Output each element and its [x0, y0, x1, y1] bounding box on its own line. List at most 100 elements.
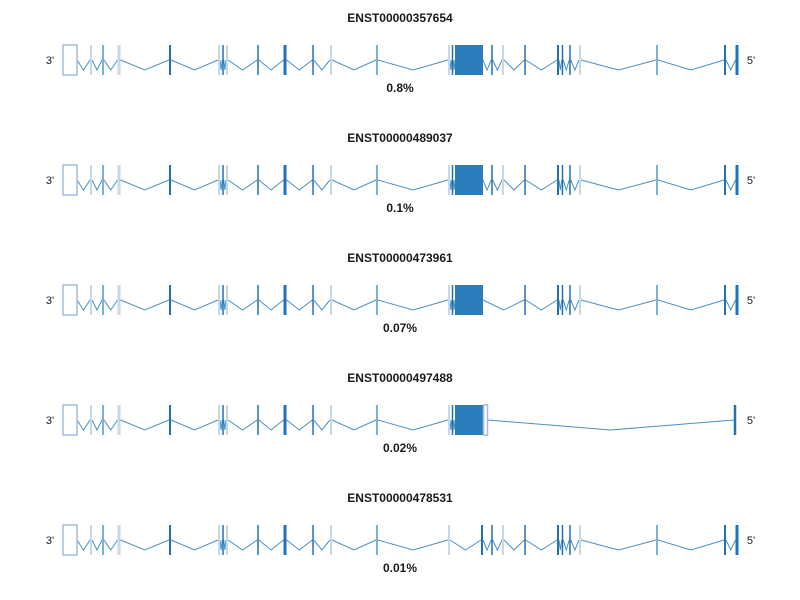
exon-tick	[448, 405, 450, 435]
transcript-track: ENST00000478531 3' 5' 0.01%	[0, 480, 800, 600]
exon-tick	[218, 405, 220, 435]
exon-tick	[502, 525, 504, 555]
exon-tick	[724, 165, 726, 195]
exon-tick	[222, 165, 224, 195]
exon-tick	[502, 165, 504, 195]
exon-tick	[169, 525, 171, 555]
exon-tick	[90, 525, 92, 555]
exon-tick	[735, 45, 739, 75]
three-prime-label: 3'	[46, 295, 54, 307]
exon-tick	[376, 45, 378, 75]
exon-tick	[376, 525, 378, 555]
transcript-svg: ENST00000478531 3' 5' 0.01%	[46, 491, 755, 575]
exon-tick	[724, 285, 726, 315]
transcript-svg: ENST00000473961 3' 5' 0.07%	[46, 251, 755, 335]
exon-tick	[169, 165, 171, 195]
exon-tick	[218, 525, 220, 555]
percentage-label: 0.07%	[383, 321, 417, 335]
percentage-label: 0.1%	[386, 201, 414, 215]
exon-open-box	[482, 404, 489, 436]
exon-tick	[330, 405, 332, 435]
percentage-label: 0.01%	[383, 561, 417, 575]
transcript-title: ENST00000497488	[347, 371, 453, 385]
exon-tick	[102, 405, 104, 435]
exon-tick	[257, 525, 259, 555]
transcript-track: ENST00000473961 3' 5' 0.07%	[0, 240, 800, 360]
three-prime-label: 3'	[46, 415, 54, 427]
exon-tick	[557, 285, 559, 315]
transcript-track: ENST00000357654 3' 5' 0.8%	[0, 0, 800, 120]
exon-tick	[226, 525, 228, 555]
intron-line	[76, 299, 736, 312]
exon-tick	[312, 45, 314, 75]
exon-tick	[330, 285, 332, 315]
exon-tick	[218, 285, 220, 315]
five-prime-label: 5'	[747, 55, 755, 67]
exon-open-box	[62, 44, 78, 76]
percentage-label: 0.8%	[386, 81, 414, 95]
five-prime-label: 5'	[747, 175, 755, 187]
transcript-track: ENST00000489037 3' 5' 0.1%	[0, 120, 800, 240]
exon-tick	[451, 165, 454, 195]
transcript-model	[62, 524, 739, 556]
exon-tick	[491, 525, 493, 555]
exon-cds-box	[455, 45, 483, 75]
exon-tick	[524, 525, 526, 555]
exon-tick	[376, 405, 378, 435]
exon-tick	[90, 405, 92, 435]
exon-tick	[451, 45, 454, 75]
exon-tick	[283, 165, 287, 195]
exon-tick	[218, 165, 220, 195]
exon-tick	[561, 285, 564, 315]
transcript-title: ENST00000473961	[347, 251, 453, 265]
exon-open-box	[62, 524, 78, 556]
exon-tick	[222, 405, 224, 435]
exon-tick	[656, 165, 658, 195]
exon-tick	[257, 165, 259, 195]
exon-cds-box	[455, 165, 483, 195]
exon-tick	[222, 45, 224, 75]
exon-tick	[169, 285, 171, 315]
exon-tick	[557, 45, 559, 75]
exon-open-box	[62, 284, 78, 316]
exon-open-box	[62, 164, 78, 196]
exon-tick	[376, 285, 378, 315]
exon-cds-box	[455, 405, 483, 435]
exon-tick	[218, 45, 220, 75]
exon-tick	[451, 405, 454, 435]
transcript-track: ENST00000497488 3' 5' 0.02%	[0, 360, 800, 480]
exon-tick	[524, 285, 526, 315]
exon-tick	[491, 165, 493, 195]
exon-tick	[257, 285, 259, 315]
transcript-title: ENST00000478531	[347, 491, 453, 505]
exon-tick	[222, 285, 224, 315]
exon-tick	[491, 45, 493, 75]
exon-tick	[448, 45, 450, 75]
exon-tick	[117, 165, 121, 195]
transcript-svg: ENST00000357654 3' 5' 0.8%	[46, 11, 755, 95]
exon-tick	[283, 45, 287, 75]
exon-tick	[312, 525, 314, 555]
exon-tick	[569, 525, 571, 555]
exon-tick	[117, 45, 121, 75]
exon-tick	[312, 285, 314, 315]
exon-tick	[226, 405, 228, 435]
exon-tick	[579, 285, 581, 315]
exon-tick	[502, 45, 504, 75]
exon-tick	[169, 45, 171, 75]
intron-line	[76, 179, 736, 192]
transcript-model	[62, 404, 737, 436]
intron-line	[76, 59, 736, 72]
transcript-title: ENST00000357654	[347, 11, 453, 25]
exon-tick	[102, 45, 104, 75]
five-prime-label: 5'	[747, 535, 755, 547]
exon-tick	[169, 405, 171, 435]
transcript-model	[62, 44, 739, 76]
intron-line	[76, 419, 734, 432]
exon-tick	[226, 285, 228, 315]
exon-tick	[579, 165, 581, 195]
exon-tick	[90, 45, 92, 75]
exon-tick	[569, 285, 571, 315]
